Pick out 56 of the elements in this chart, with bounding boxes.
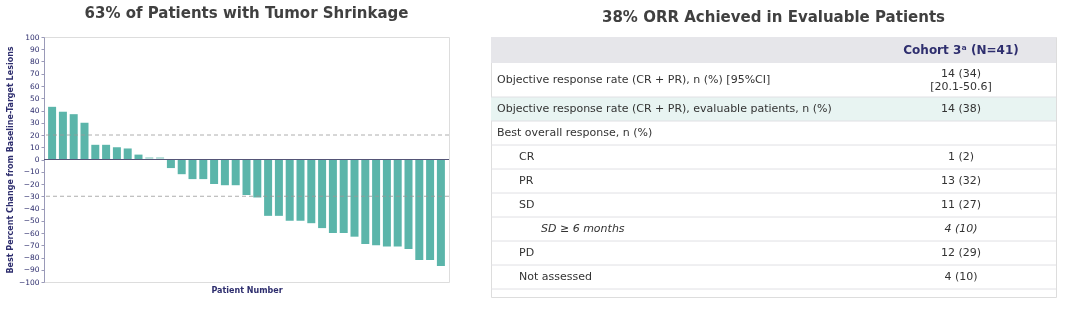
category-label: Best overall response, n (%)	[497, 126, 653, 139]
category-label: PD	[519, 246, 535, 259]
category-label: CR	[519, 150, 535, 163]
bar	[102, 144, 111, 160]
bar	[274, 159, 283, 216]
category-label: Objective response rate (CR + PR), n (%) [95%CI]	[497, 73, 771, 86]
bar	[48, 106, 57, 160]
bar	[177, 159, 186, 175]
text: 12 (29)	[940, 246, 982, 259]
bar	[166, 159, 175, 169]
bar	[220, 159, 229, 186]
bar	[339, 159, 348, 233]
bar	[415, 159, 424, 260]
text: Cohort 3ᵃ (N=41)	[903, 43, 1019, 57]
text: 13 (32)	[940, 174, 982, 187]
bar	[58, 111, 67, 160]
bar	[328, 159, 337, 233]
bar	[231, 159, 240, 186]
text: 38% ORR Achieved in Evaluable Patients	[602, 8, 946, 26]
bar	[361, 159, 370, 245]
bar	[307, 159, 316, 224]
bar	[188, 159, 197, 180]
bar	[426, 159, 435, 260]
text: 1 (2)	[947, 150, 975, 163]
bar	[199, 159, 208, 180]
bar	[296, 159, 305, 221]
text: 4 (10)	[944, 270, 978, 283]
bar	[372, 159, 381, 246]
bar	[350, 159, 359, 237]
chart-title: 63% of Patients with Tumor Shrinkage	[84, 4, 409, 22]
bar	[285, 159, 294, 221]
text: 4 (10)	[944, 222, 978, 235]
category-label: Objective response rate (CR + PR), evaluable patients, n (%)	[497, 102, 832, 115]
bar	[123, 148, 132, 160]
bar	[69, 114, 78, 160]
bar	[80, 122, 89, 160]
bar	[382, 159, 391, 247]
bar	[318, 159, 327, 229]
bar	[264, 159, 273, 216]
text: 14 (38)	[940, 102, 982, 115]
bar	[91, 144, 100, 160]
bar	[436, 159, 445, 267]
bar	[253, 159, 262, 198]
bar	[393, 159, 402, 247]
bar	[242, 159, 251, 196]
category-label: SD ≥ 6 months	[541, 222, 625, 235]
bar	[112, 147, 121, 160]
category-label: Not assessed	[519, 270, 592, 283]
x-axis-title: Patient Number	[211, 285, 283, 295]
bar	[210, 159, 219, 184]
category-label: SD	[519, 198, 535, 211]
text: 14 (34) [20.1-50.6]	[930, 66, 992, 93]
bar	[404, 159, 413, 249]
y-axis-title: Best Percent Change from Baseline-Target Lesions	[5, 46, 15, 274]
category-label: PR	[519, 174, 534, 187]
text: 11 (27)	[940, 198, 982, 211]
